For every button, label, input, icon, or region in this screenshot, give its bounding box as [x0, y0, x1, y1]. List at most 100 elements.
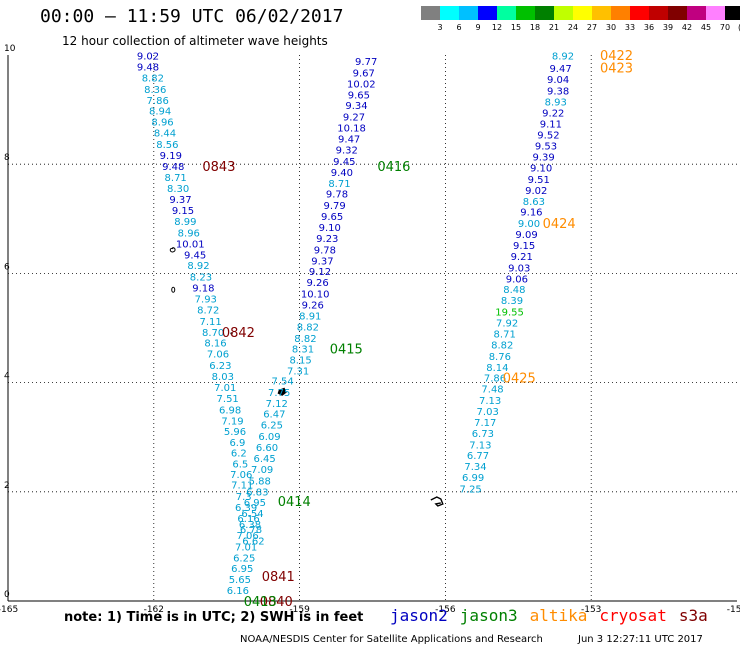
wave-height-value: 6.25 [233, 553, 255, 564]
legend-swatch [459, 6, 478, 20]
wave-height-value: 8.03 [212, 372, 234, 383]
pass-label: 0425 [503, 372, 536, 387]
wave-height-value: 9.15 [172, 206, 194, 217]
wave-height-value: 8.44 [154, 129, 176, 140]
wave-height-value: 8.56 [156, 140, 178, 151]
wave-height-value: 8.82 [491, 340, 513, 351]
wave-height-value: 5.96 [224, 427, 246, 438]
wave-height-value: 9.26 [302, 301, 324, 312]
wave-height-value: 8.92 [552, 52, 574, 63]
generated-timestamp: Jun 3 12:27:11 UTC 2017 [578, 634, 703, 645]
legend-label: 24 [567, 23, 579, 32]
wave-height-value: 9.38 [547, 86, 569, 97]
wave-height-value: 9.32 [336, 145, 358, 156]
wave-height-value: 19.55 [495, 308, 524, 319]
wave-height-value: 9.39 [532, 153, 554, 164]
wave-height-value: 9.34 [345, 101, 367, 112]
wave-height-value: 9.47 [549, 64, 571, 75]
wave-height-value: 7.06 [207, 350, 229, 361]
wave-height-value: 9.02 [525, 186, 547, 197]
wave-height-value: 9.47 [338, 135, 360, 146]
wave-height-value: 7.93 [195, 295, 217, 306]
island-icon [430, 496, 444, 507]
wave-height-value: 6.83 [246, 487, 268, 498]
wave-height-value: 8.99 [174, 217, 196, 228]
wave-height-value: 6.23 [209, 361, 231, 372]
wave-height-value: 8.14 [486, 363, 508, 374]
wave-height-value: 6.9 [229, 438, 245, 449]
wave-height-value: 8.94 [149, 107, 171, 118]
wave-height-value: 9.48 [137, 62, 159, 73]
wave-height-value: 9.45 [184, 250, 206, 261]
wave-height-value: 9.03 [508, 263, 530, 274]
wave-height-value: 7.06 [230, 470, 252, 481]
wave-height-value: 6.25 [261, 421, 283, 432]
legend-swatch [706, 6, 725, 20]
legend-swatch [497, 6, 516, 20]
wave-height-value: 9.06 [506, 274, 528, 285]
island-icon [230, 332, 233, 335]
wave-height-value: 10.10 [301, 290, 330, 301]
legend-swatch [478, 6, 497, 20]
wave-height-value: 8.72 [197, 305, 219, 316]
wave-height-value: 9.51 [528, 175, 550, 186]
wave-height-value: 10.18 [337, 124, 366, 135]
wave-height-value: 7.11 [231, 481, 253, 492]
wave-height-value: 7.06 [236, 531, 258, 542]
legend-swatch [668, 6, 687, 20]
y-tick-label: 0 [4, 590, 10, 600]
wave-height-value: 6.98 [219, 405, 241, 416]
wave-height-value: 9.18 [192, 284, 214, 295]
wave-height-value: 6.54 [241, 509, 263, 520]
wave-height-value: 9.65 [321, 212, 343, 223]
wave-height-value: 9.02 [137, 52, 159, 63]
y-tick-label: 10 [4, 44, 16, 54]
wave-height-value: 8.76 [489, 352, 511, 363]
wave-height-value: 9.00 [518, 219, 540, 230]
satellite-s3a: s3a [678, 606, 708, 625]
wave-height-value: 8.48 [503, 285, 525, 296]
y-tick-label: 2 [4, 481, 10, 491]
y-tick-label: 4 [4, 372, 10, 382]
wave-height-value: 9.12 [309, 267, 331, 278]
wave-height-value: 9.79 [323, 201, 345, 212]
wave-height-value: 7.01 [235, 542, 257, 553]
wave-height-value: 8.96 [178, 228, 200, 239]
wave-height-value: 6.99 [462, 473, 484, 484]
wave-height-value: 6.39 [235, 503, 257, 514]
legend-swatch [725, 6, 740, 20]
legend-label: 39 [662, 23, 674, 32]
legend-swatch [516, 6, 535, 20]
wave-height-value: 9.40 [331, 168, 353, 179]
wave-height-value: 9.67 [353, 68, 375, 79]
wave-height-value: 9.52 [537, 131, 559, 142]
wave-height-value: 7.11 [200, 317, 222, 328]
island-icon [169, 247, 176, 253]
wave-height-value: 6.62 [242, 536, 264, 547]
wave-height-value: 7.48 [481, 385, 503, 396]
legend-label: 21 [548, 23, 560, 32]
legend-swatch [649, 6, 668, 20]
satellite-altika: altika [529, 606, 588, 625]
wave-height-value: 7.86 [147, 96, 169, 107]
wave-height-value: 6.45 [253, 454, 275, 465]
wave-height-value: 9.78 [326, 190, 348, 201]
wave-height-value: 8.82 [142, 73, 164, 84]
wave-height-value: 9.78 [314, 245, 336, 256]
wave-height-value: 9.09 [515, 230, 537, 241]
wave-height-value: 8.23 [190, 273, 212, 284]
pass-label: 0416 [377, 160, 410, 175]
legend-swatch [592, 6, 611, 20]
legend-swatch [421, 6, 440, 20]
wave-height-value: 7.01 [214, 383, 236, 394]
wave-height-value: 8.96 [151, 118, 173, 129]
wave-height-value: 8.70 [202, 328, 224, 339]
x-tick-label: -150 [727, 605, 740, 615]
pass-label: 0842 [222, 326, 255, 341]
wave-height-value: 7.17 [474, 418, 496, 429]
legend-label: 33 [624, 23, 636, 32]
wave-height-value: 8.16 [204, 339, 226, 350]
wave-height-value: 7.75 [268, 388, 290, 399]
wave-height-value: 7.25 [460, 485, 482, 496]
